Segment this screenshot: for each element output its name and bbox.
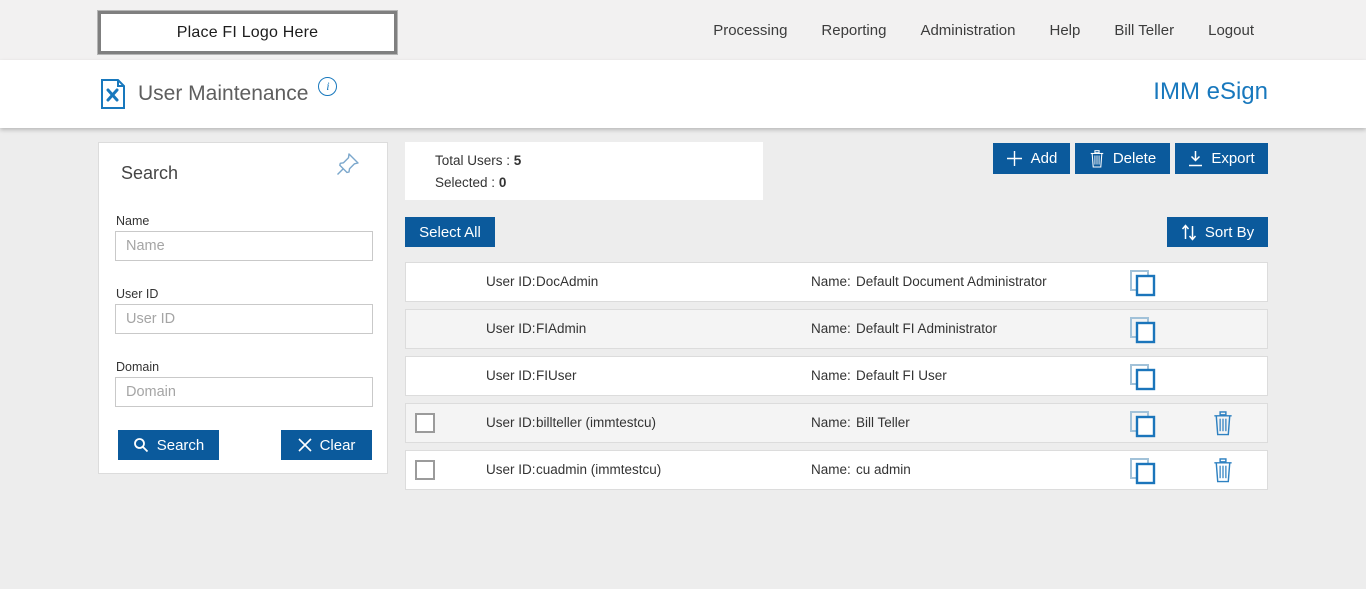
user-id-value: billteller (immtestcu)	[536, 415, 657, 430]
row-checkbox[interactable]	[415, 413, 435, 433]
user-list: User ID: DocAdmin Name: Default Document…	[405, 262, 1268, 497]
user-id-field-label: User ID	[116, 287, 159, 301]
search-button[interactable]: Search	[118, 430, 219, 460]
top-nav: Processing Reporting Administration Help…	[713, 0, 1254, 60]
name-label: Name:	[811, 274, 851, 289]
domain-field-label: Domain	[116, 360, 160, 374]
copy-user-button[interactable]	[1128, 410, 1156, 438]
copy-user-button[interactable]	[1128, 457, 1156, 485]
close-icon	[297, 438, 312, 452]
name-value: Default FI User	[856, 368, 947, 383]
clear-button[interactable]: Clear	[281, 430, 372, 460]
total-users-line: Total Users : 5	[435, 153, 763, 168]
user-id-value: DocAdmin	[536, 274, 599, 289]
delete-button-label: Delete	[1112, 150, 1157, 167]
nav-item-help[interactable]: Help	[1049, 21, 1081, 39]
copy-icon	[1130, 317, 1156, 344]
name-value: Bill Teller	[856, 415, 910, 430]
nav-item-logout[interactable]: Logout	[1208, 21, 1254, 39]
delete-row-button[interactable]	[1211, 458, 1235, 484]
selected-label: Selected :	[435, 174, 496, 190]
name-label: Name:	[811, 368, 851, 383]
action-buttons: Add Delete Export	[993, 143, 1268, 174]
name-label: Name:	[811, 321, 851, 336]
add-button-label: Add	[1030, 150, 1058, 167]
fi-logo-placeholder: Place FI Logo Here	[98, 11, 397, 54]
sort-arrows-icon	[1181, 223, 1196, 241]
user-id-label: User ID:	[486, 368, 536, 383]
brand-logo-text: IMM eSign	[1153, 78, 1268, 105]
domain-input[interactable]	[115, 377, 373, 407]
plus-icon	[1006, 151, 1022, 166]
nav-item-user[interactable]: Bill Teller	[1114, 21, 1175, 39]
name-label: Name:	[811, 415, 851, 430]
pin-icon[interactable]	[335, 151, 361, 177]
search-panel-title: Search	[121, 163, 179, 183]
magnifier-icon	[133, 438, 148, 453]
user-id-label: User ID:	[486, 462, 536, 477]
nav-item-reporting[interactable]: Reporting	[821, 21, 887, 39]
user-id-value: FIUser	[536, 368, 577, 383]
select-all-button[interactable]: Select All	[405, 217, 495, 247]
download-icon	[1189, 151, 1203, 167]
name-field-label: Name	[116, 214, 150, 228]
user-maintenance-page-icon	[101, 79, 125, 109]
user-row: User ID: FIAdmin Name: Default FI Admini…	[405, 309, 1268, 349]
add-button[interactable]: Add	[993, 143, 1070, 174]
delete-button[interactable]: Delete	[1075, 143, 1170, 174]
copy-icon	[1130, 270, 1156, 297]
page-title-group: User Maintenance i	[100, 76, 338, 109]
user-row: User ID: FIUser Name: Default FI User	[405, 356, 1268, 396]
select-all-label: Select All	[419, 223, 481, 241]
export-button-label: Export	[1211, 150, 1255, 167]
delete-row-button[interactable]	[1211, 411, 1235, 437]
user-id-value: FIAdmin	[536, 321, 587, 336]
name-input[interactable]	[115, 231, 373, 261]
copy-user-button[interactable]	[1128, 269, 1156, 297]
search-button-label: Search	[156, 436, 205, 454]
name-label: Name:	[811, 462, 851, 477]
copy-user-button[interactable]	[1128, 316, 1156, 344]
copy-user-button[interactable]	[1128, 363, 1156, 391]
copy-icon	[1130, 364, 1156, 391]
user-id-value: cuadmin (immtestcu)	[536, 462, 662, 477]
info-icon[interactable]: i	[318, 76, 338, 96]
user-row: User ID: billteller (immtestcu) Name: Bi…	[405, 403, 1268, 443]
trash-icon	[1214, 458, 1232, 483]
copy-icon	[1130, 458, 1156, 485]
sort-by-button[interactable]: Sort By	[1167, 217, 1268, 247]
user-id-label: User ID:	[486, 321, 536, 336]
top-bar: Place FI Logo Here Processing Reporting …	[0, 0, 1366, 60]
content-area: Search Name User ID Domain Search Clear	[0, 128, 1366, 589]
page-title: User Maintenance	[138, 82, 309, 105]
page-header: User Maintenance i IMM eSign	[0, 60, 1366, 128]
user-row: User ID: DocAdmin Name: Default Document…	[405, 262, 1268, 302]
export-button[interactable]: Export	[1175, 143, 1268, 174]
name-value: cu admin	[856, 462, 911, 477]
user-row: User ID: cuadmin (immtestcu) Name: cu ad…	[405, 450, 1268, 490]
sort-by-label: Sort By	[1204, 223, 1255, 241]
nav-item-processing[interactable]: Processing	[713, 21, 788, 39]
trash-icon	[1090, 149, 1104, 167]
nav-item-administration[interactable]: Administration	[920, 21, 1016, 39]
copy-icon	[1130, 411, 1156, 438]
fi-logo-text: Place FI Logo Here	[176, 23, 319, 41]
name-value: Default FI Administrator	[856, 321, 998, 336]
selected-line: Selected : 0	[435, 175, 763, 190]
user-id-label: User ID:	[486, 274, 536, 289]
summary-box: Total Users : 5 Selected : 0	[405, 142, 763, 200]
user-id-input[interactable]	[115, 304, 373, 334]
clear-button-label: Clear	[319, 436, 356, 454]
user-id-label: User ID:	[486, 415, 536, 430]
name-value: Default Document Administrator	[856, 274, 1047, 289]
search-panel: Search Name User ID Domain Search Clear	[98, 142, 388, 474]
list-toolbar: Select All Sort By	[405, 217, 1268, 247]
main-panel: Total Users : 5 Selected : 0 Add	[405, 142, 1268, 490]
row-checkbox[interactable]	[415, 460, 435, 480]
selected-value: 0	[498, 174, 507, 190]
total-users-label: Total Users :	[435, 152, 511, 168]
total-users-value: 5	[513, 152, 522, 168]
trash-icon	[1214, 411, 1232, 436]
